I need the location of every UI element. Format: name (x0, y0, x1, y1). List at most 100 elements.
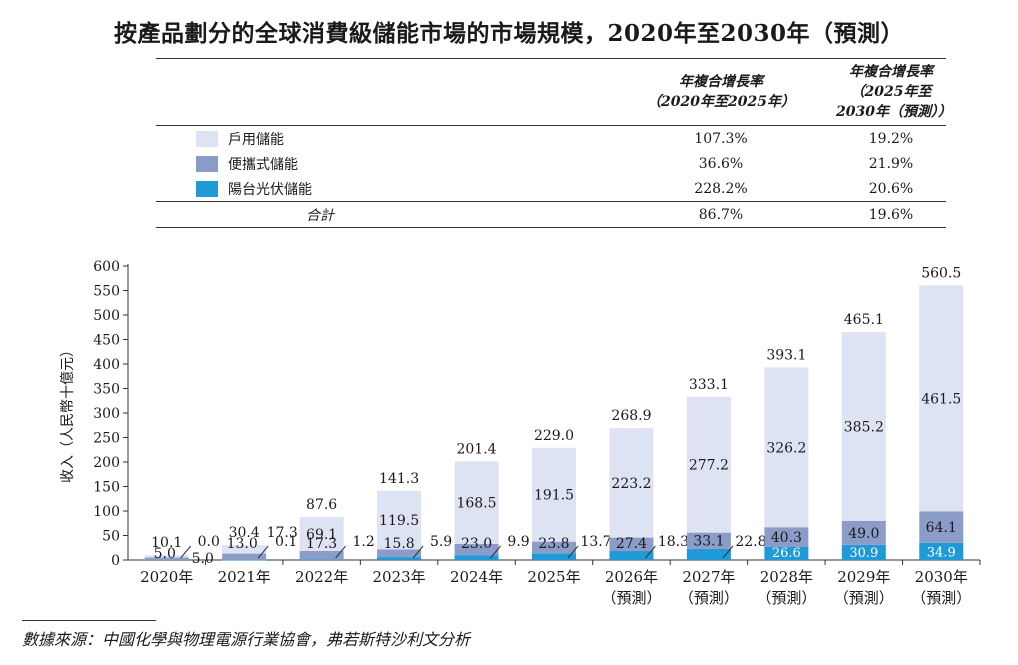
y-tick-label: 400 (93, 357, 120, 373)
y-tick-label: 100 (93, 504, 120, 520)
data-label-portable: 15.8 (384, 536, 415, 552)
cagr-value: 19.2% (868, 130, 914, 147)
bar-segment (764, 546, 809, 560)
data-label-balcony-pv: 30.9 (849, 546, 878, 561)
bar-segment (299, 559, 344, 560)
leader-line (645, 545, 656, 559)
cagr-value: 86.7% (698, 206, 744, 223)
data-label-residential: 69.1 (306, 527, 337, 543)
cagr-value: 36.6% (698, 155, 744, 172)
bar-segment (377, 557, 422, 560)
cagr-value: 107.3% (694, 130, 748, 147)
cagr-value: 19.6% (868, 206, 914, 223)
row-label: 便攜式儲能 (228, 156, 298, 173)
stacked-bar-chart: 0 50 100 150 200 250 300 350 400 450 500 550 600 收入（人… (60, 259, 981, 607)
data-label-balcony-pv: 34.9 (927, 545, 956, 560)
bar-segment (841, 544, 886, 560)
bar-segment (454, 461, 499, 544)
bar-segment (454, 555, 499, 560)
x-tick-label: 2027年 (682, 568, 735, 586)
leader-line (412, 545, 424, 559)
total-label: 141.3 (379, 471, 419, 487)
total-label: 333.1 (689, 377, 729, 393)
bar-segment (377, 490, 422, 550)
data-label-residential: 119.5 (379, 513, 419, 529)
leader-line (257, 545, 269, 559)
y-tick-label: 600 (93, 259, 120, 275)
bar-segment (299, 517, 344, 551)
x-tick-label: 2023年 (372, 568, 425, 586)
x-tick-label: 2029年 (837, 568, 890, 586)
header-cagr-2020-2025: 年複合增長率 （2020年至2025年） (606, 59, 836, 126)
data-label-portable: 5.0 (154, 546, 176, 562)
data-label-portable: 49.0 (848, 526, 879, 542)
x-tick-label: （預測） (911, 589, 971, 607)
bar-segment (144, 557, 189, 560)
header-cagr-2025-2030-line1: 年複合增長率 (849, 64, 933, 80)
data-label-portable: 33.1 (693, 534, 724, 550)
bar-segment (609, 551, 654, 560)
bar-segment (299, 550, 344, 560)
y-tick-label: 200 (93, 455, 120, 471)
header-cagr-2025-2030: 年複合增長率 （2025年至2030年（預測）） (836, 59, 952, 126)
bar-segment (686, 548, 731, 560)
data-label-balcony-pv: 0.0 (198, 534, 220, 550)
total-label: 10.1 (151, 535, 182, 551)
leader-line (567, 545, 579, 559)
leader-line (335, 545, 347, 559)
chart-title: 按產品劃分的全球消費級儲能市場的市場規模，2020年至2030年（預測） (113, 20, 905, 47)
data-label-residential: 326.2 (766, 440, 806, 456)
data-label-portable: 64.1 (926, 520, 957, 536)
data-label-balcony-pv: 1.2 (353, 534, 375, 550)
data-label-residential: 461.5 (921, 391, 961, 407)
data-label-portable: 13.0 (227, 536, 258, 552)
leader-line (180, 545, 192, 559)
x-tick-label: 2026年 (605, 568, 658, 586)
bar-segment (841, 332, 886, 521)
legend-swatch-residential (196, 130, 218, 147)
data-label-residential: 385.2 (844, 419, 884, 435)
bar-segment (609, 428, 654, 538)
table-row: 便攜式儲能 36.6% 21.9% (156, 151, 946, 176)
total-label: 229.0 (534, 428, 574, 444)
x-tick-label: （預測） (679, 589, 739, 607)
data-label-portable: 17.3 (306, 536, 337, 552)
x-tick-label: 2021年 (218, 568, 271, 586)
total-label: 393.1 (766, 347, 806, 363)
x-tick-label: 2030年 (915, 568, 968, 586)
leader-line (722, 545, 734, 559)
data-label-residential: 168.5 (456, 496, 496, 512)
y-axis-label: 收入（人民幣十億元） (60, 343, 76, 483)
total-label: 87.6 (306, 497, 337, 513)
cagr-value: 21.9% (868, 155, 914, 172)
total-label: 30.4 (229, 525, 260, 541)
x-tick-label: （預測） (601, 589, 661, 607)
data-label-portable: 23.0 (461, 536, 492, 552)
x-tick-label: 2024年 (450, 568, 503, 586)
header-cagr-2025-2030-line2: （2025年至2030年（預測）） (836, 84, 952, 120)
bar-segment (532, 447, 576, 542)
bar-segment (919, 285, 964, 512)
bar-segment (222, 559, 267, 561)
bar-segment (454, 543, 499, 556)
data-label-balcony-pv: 13.7 (580, 534, 611, 550)
data-label-residential: 277.2 (689, 458, 729, 474)
data-label-balcony-pv: 0.1 (275, 534, 297, 550)
row-label-total: 合計 (306, 207, 334, 224)
bar-segment (222, 553, 267, 560)
data-label-residential: 5.0 (192, 551, 214, 567)
header-empty (156, 59, 606, 126)
row-label: 陽台光伏儲能 (228, 181, 312, 198)
data-label-residential: 223.2 (611, 476, 651, 492)
bar-segment (841, 520, 886, 545)
total-label: 268.9 (611, 408, 651, 424)
y-tick-label: 50 (102, 529, 120, 545)
y-tick-label: 150 (93, 480, 120, 496)
x-tick-label: （預測） (756, 589, 816, 607)
bar-segment (609, 537, 654, 552)
table-row: 戶用儲能 107.3% 19.2% (156, 126, 946, 152)
y-tick-label: 350 (93, 382, 120, 398)
y-tick-label: 450 (93, 333, 120, 349)
data-label-balcony-pv: 9.9 (507, 534, 529, 550)
bar-segment (532, 553, 576, 560)
